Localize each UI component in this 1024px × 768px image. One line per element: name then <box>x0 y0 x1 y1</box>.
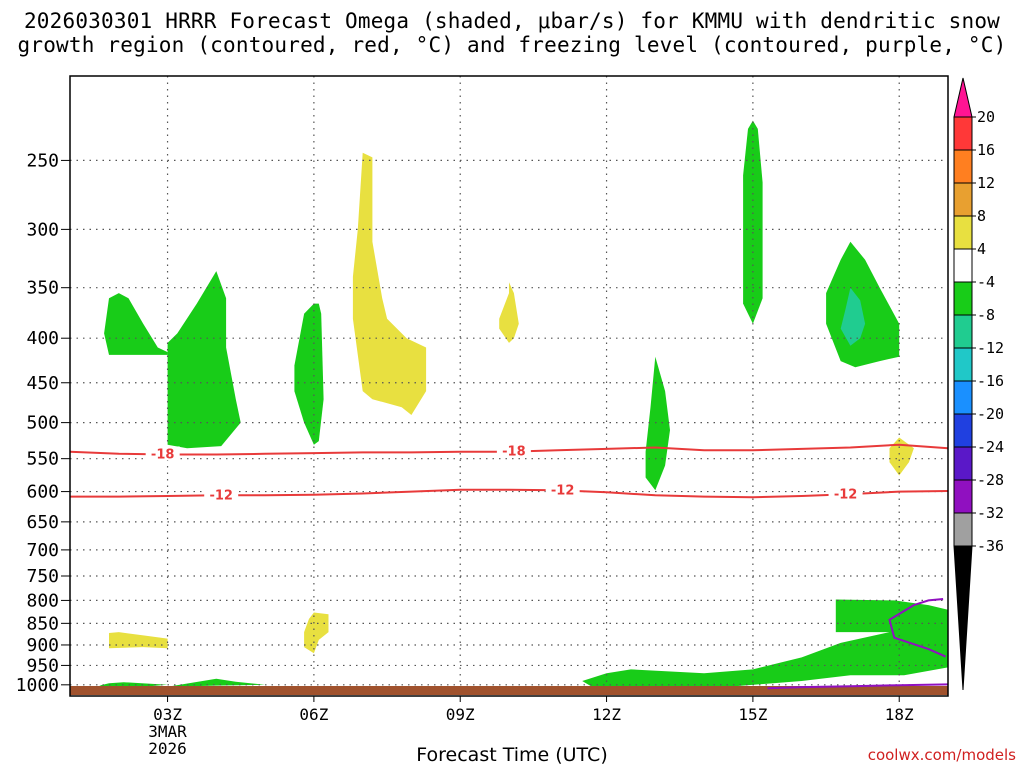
colorbar-box-7 <box>953 347 973 382</box>
y-tick-label-500: 500 <box>26 413 59 434</box>
x-tick-label-03Z: 03Z <box>153 705 182 724</box>
omega-region-3 <box>352 152 427 416</box>
y-tick-label-450: 450 <box>26 373 59 394</box>
omega-region-10 <box>109 632 168 649</box>
contour-label-bg <box>828 486 863 501</box>
omega-region-0 <box>104 293 168 355</box>
colorbar-label-8: -16 <box>977 372 1004 390</box>
contour-label--18-1: -18 <box>502 445 526 460</box>
y-tick-label-600: 600 <box>26 482 59 503</box>
y-tick-label-250: 250 <box>26 150 59 171</box>
omega-region-6 <box>743 120 763 324</box>
x-tick-sublabel-1: 2026 <box>148 739 187 758</box>
contour-lines: -18 -18 -12 -12 -12 <box>69 443 949 690</box>
y-tick-label-800: 800 <box>26 590 59 611</box>
colorbar-box-12 <box>953 512 973 547</box>
colorbar-label-12: -32 <box>977 504 1004 522</box>
y-tick-label-950: 950 <box>26 655 59 676</box>
x-tick-label-18Z: 18Z <box>885 705 914 724</box>
colorbar-arrow-bottom <box>953 545 973 691</box>
colorbar-label-5: -4 <box>977 273 995 291</box>
contour-line--12 <box>70 488 949 499</box>
omega-region-11 <box>304 612 329 654</box>
contour-label--12-0: -12 <box>209 488 233 503</box>
colorbar-box-8 <box>953 380 973 415</box>
omega-region-9 <box>889 437 914 476</box>
contour-label--12-2: -12 <box>834 487 858 502</box>
colorbar-box-1 <box>953 149 973 184</box>
colorbar-box-10 <box>953 446 973 481</box>
contour-label-bg <box>496 443 531 458</box>
colorbar-box-11 <box>953 479 973 514</box>
omega-region-1 <box>167 271 241 449</box>
y-tick-label-700: 700 <box>26 540 59 561</box>
x-tick-sublabel-0: 3MAR <box>148 722 187 741</box>
omega-region-13 <box>167 678 266 687</box>
colorbar-label-7: -12 <box>977 339 1004 357</box>
omega-region-7 <box>826 241 900 368</box>
colorbar: 20 16 12 8 4 -4 -8 -12 -16 -20 -24 -28 -32 -36 <box>953 77 1004 691</box>
y-axis: 2503003504004505005506006507007508008509… <box>16 150 70 696</box>
omega-region-8 <box>840 287 866 346</box>
y-tick-label-300: 300 <box>26 219 59 240</box>
colorbar-label-2: 12 <box>977 174 995 192</box>
chart-title-line-2: growth region (contoured, red, °C) and f… <box>17 33 1007 57</box>
contour-label-bg <box>145 446 180 461</box>
colorbar-arrow-top <box>953 77 973 118</box>
omega-region-2 <box>294 303 324 445</box>
contour-label--18-0: -18 <box>151 447 175 462</box>
colorbar-label-13: -36 <box>977 537 1004 555</box>
ground-bar <box>70 686 948 695</box>
colorbar-label-10: -24 <box>977 438 1004 456</box>
colorbar-label-3: 8 <box>977 207 986 225</box>
colorbar-box-9 <box>953 413 973 448</box>
x-axis-label: Forecast Time (UTC) <box>416 744 608 766</box>
colorbar-box-5 <box>953 281 973 316</box>
x-tick-label-15Z: 15Z <box>738 705 767 724</box>
contour-label-bg <box>545 482 580 497</box>
x-tick-label-12Z: 12Z <box>592 705 621 724</box>
omega-region-14 <box>582 599 948 688</box>
contour-line-freezing2 <box>888 598 947 658</box>
y-tick-label-750: 750 <box>26 566 59 587</box>
contour-line-freezing <box>767 683 949 690</box>
y-tick-label-400: 400 <box>26 328 59 349</box>
colorbar-box-4 <box>953 248 973 283</box>
colorbar-box-0 <box>953 116 973 151</box>
colorbar-label-1: 16 <box>977 141 995 159</box>
omega-region-4 <box>499 282 519 343</box>
y-tick-label-900: 900 <box>26 635 59 656</box>
credit-text: coolwx.com/models <box>867 746 1016 764</box>
x-tick-label-06Z: 06Z <box>299 705 328 724</box>
x-tick-label-09Z: 09Z <box>446 705 475 724</box>
colorbar-label-6: -8 <box>977 306 995 324</box>
colorbar-label-9: -20 <box>977 405 1004 423</box>
plot-frame <box>69 75 949 697</box>
colorbar-box-3 <box>953 215 973 250</box>
y-tick-label-350: 350 <box>26 278 59 299</box>
omega-region-5 <box>645 356 670 491</box>
contour-label--12-1: -12 <box>551 484 575 499</box>
contour-label-bg <box>204 487 239 502</box>
colorbar-box-2 <box>953 182 973 217</box>
colorbar-label-0: 20 <box>977 108 995 126</box>
chart-title-line-1: 2026030301 HRRR Forecast Omega (shaded, … <box>23 9 1001 33</box>
omega-shaded-regions <box>99 120 948 688</box>
colorbar-label-4: 4 <box>977 240 986 258</box>
colorbar-box-6 <box>953 314 973 349</box>
y-tick-label-650: 650 <box>26 512 59 533</box>
colorbar-label-11: -28 <box>977 471 1004 489</box>
y-tick-label-850: 850 <box>26 613 59 634</box>
y-tick-label-1000: 1000 <box>16 675 59 696</box>
y-tick-label-550: 550 <box>26 449 59 470</box>
